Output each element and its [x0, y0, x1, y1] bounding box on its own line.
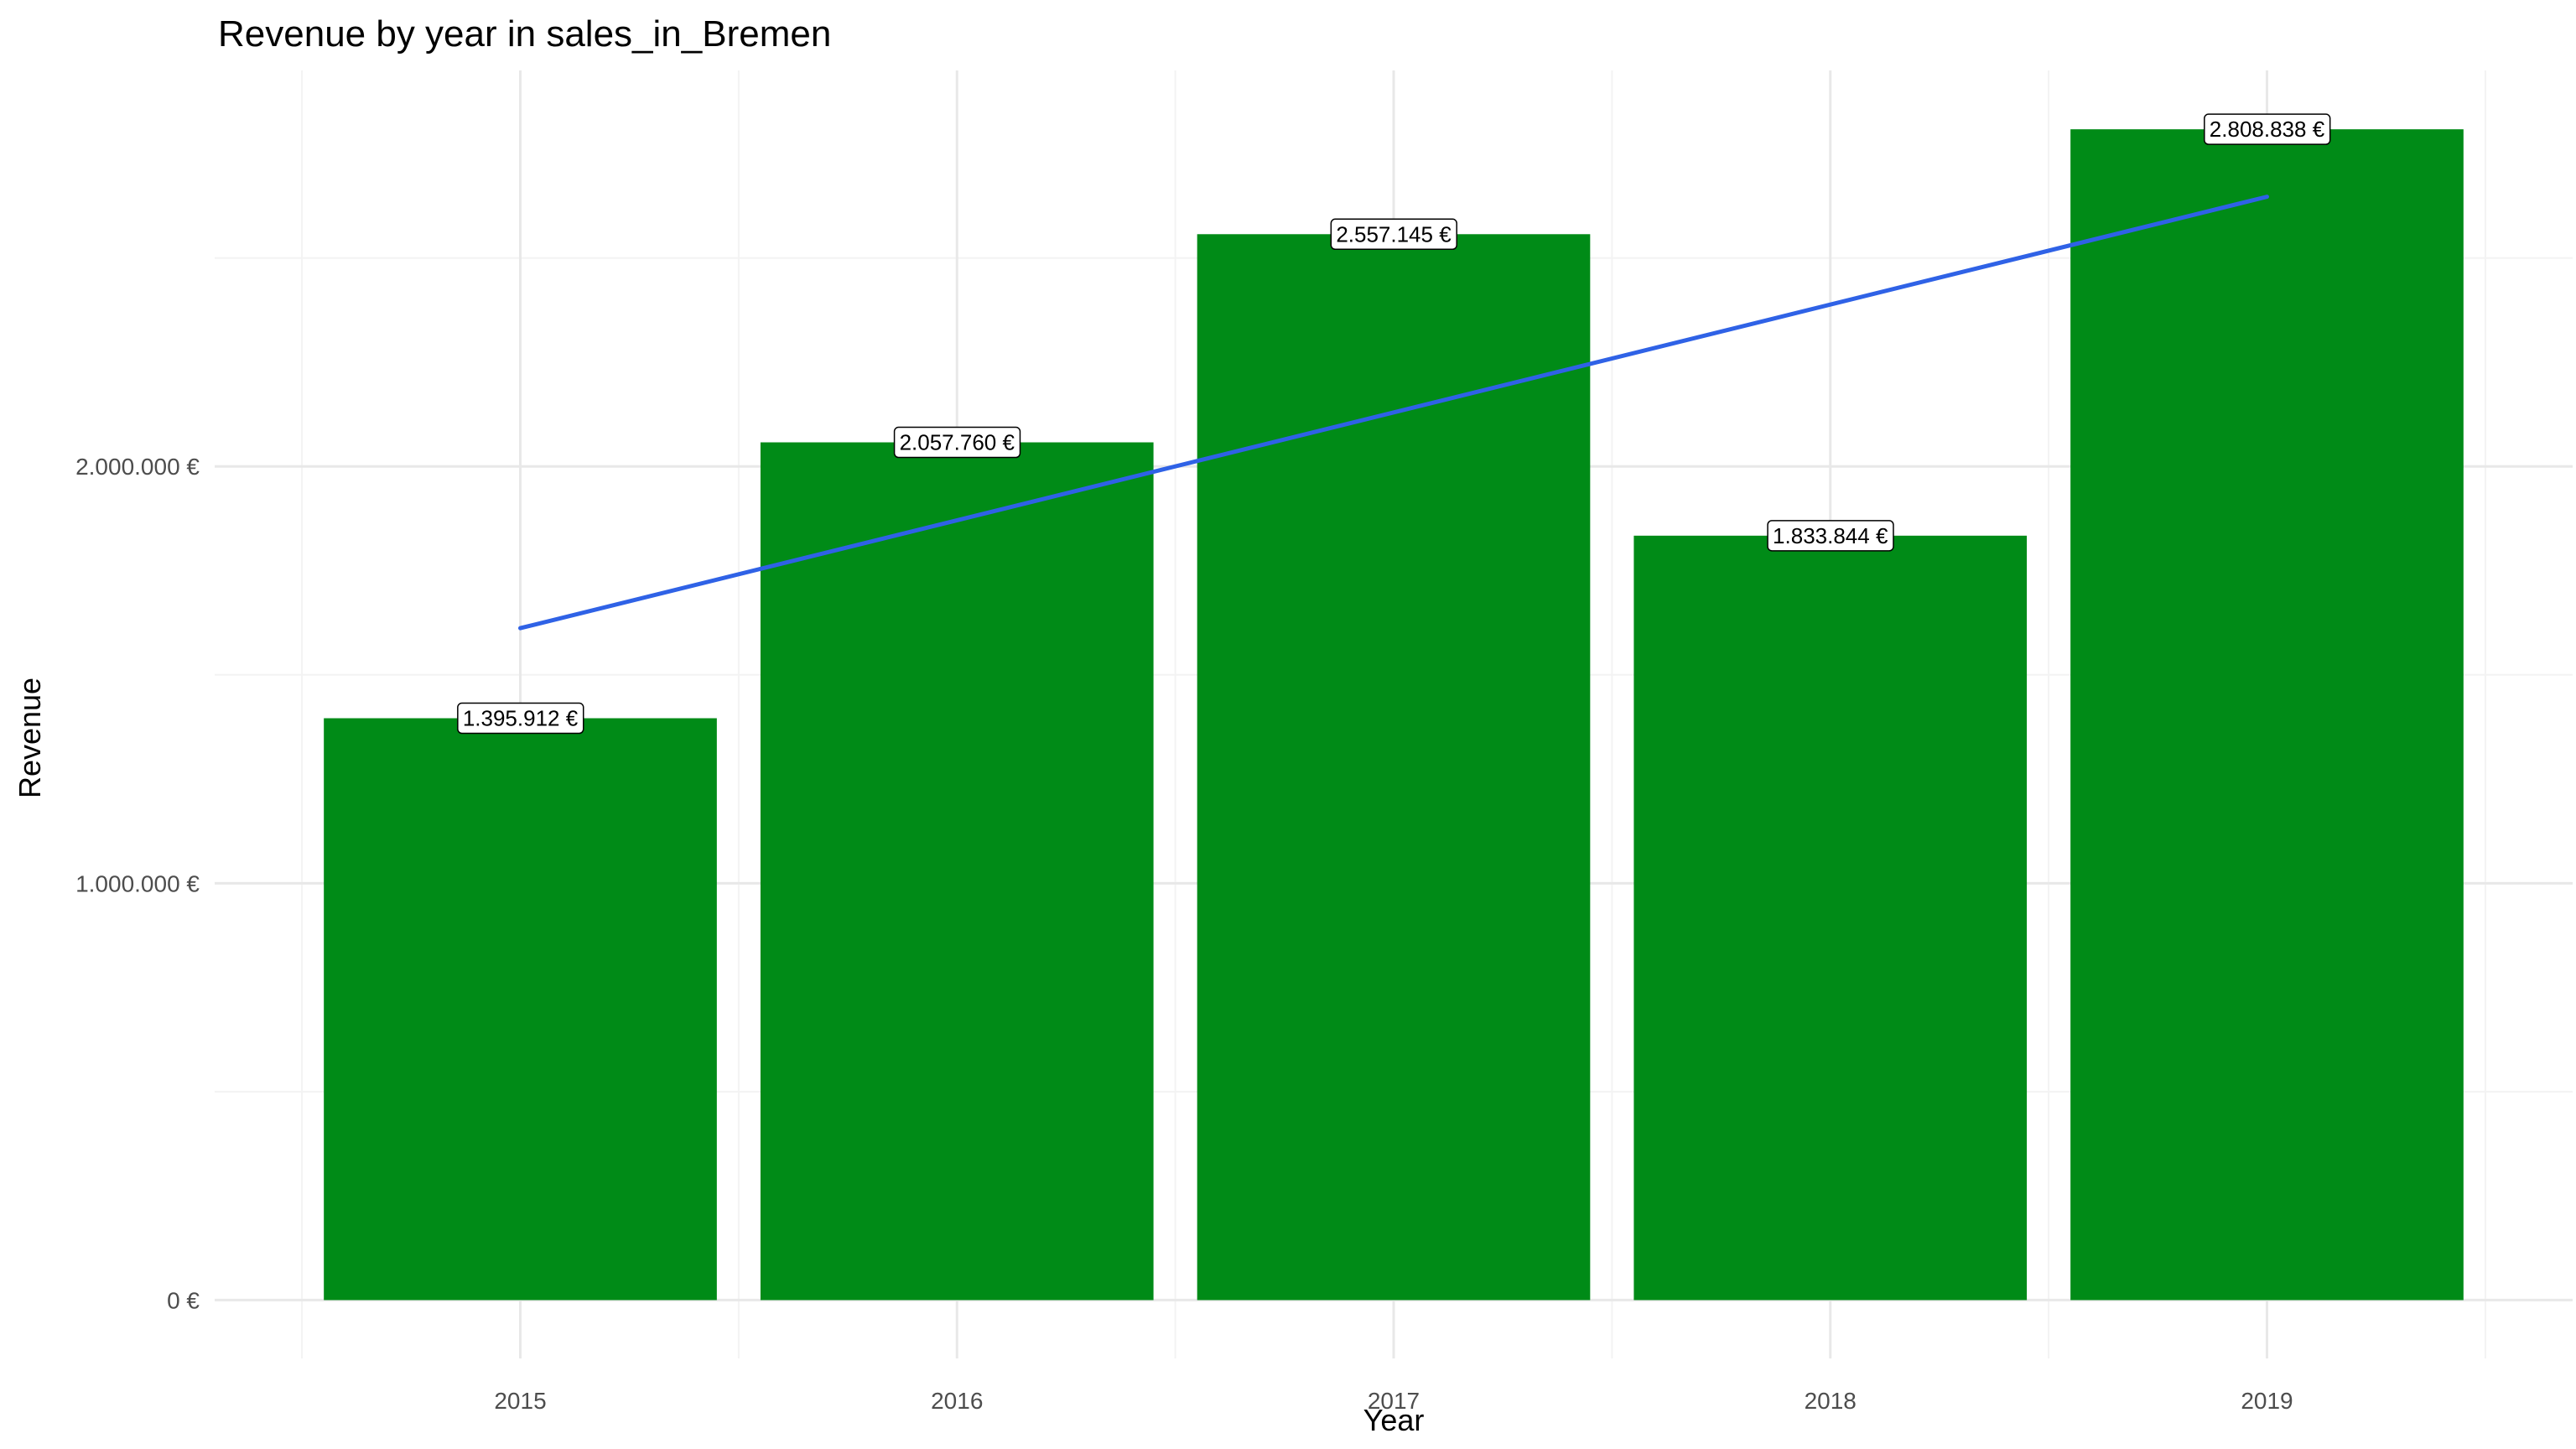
y-tick-label: 1.000.000 €	[75, 870, 200, 896]
x-tick-label: 2018	[1805, 1388, 1857, 1414]
value-label-box	[2204, 113, 2331, 145]
bar-2015	[324, 718, 717, 1301]
value-label-box	[893, 426, 1021, 459]
value-label-2016: 2.057.760 €	[893, 426, 1021, 459]
x-axis-title: Year	[1363, 1403, 1425, 1437]
value-label-text: 2.057.760 €	[900, 430, 1015, 455]
bar-2018	[1633, 535, 2028, 1301]
y-tick-label: 2.000.000 €	[75, 454, 200, 480]
x-tick-label: 2017	[1368, 1388, 1420, 1414]
value-label-2015: 1.395.912 €	[457, 702, 584, 735]
bar-2017	[1197, 234, 1591, 1301]
y-axis-title: Revenue	[13, 678, 47, 798]
value-label-box	[1330, 218, 1457, 251]
y-tick-label: 0 €	[167, 1287, 200, 1313]
value-label-2019: 2.808.838 €	[2204, 113, 2331, 145]
x-tick-label: 2019	[2241, 1388, 2293, 1414]
value-label-box	[457, 702, 584, 735]
value-label-text: 1.833.844 €	[1773, 523, 1888, 548]
trend-line-group	[518, 195, 2269, 631]
x-tick-label: 2015	[494, 1388, 546, 1414]
x-tick-label: 2016	[931, 1388, 983, 1414]
value-label-text: 1.395.912 €	[463, 706, 579, 731]
bar-2016	[760, 442, 1154, 1301]
axis-ticks: 0 € 1.000.000 € 2.000.000 € 2015 2016 2017 201…	[75, 454, 2293, 1414]
value-label-2017: 2.557.145 €	[1330, 218, 1457, 251]
bar-2019	[2070, 129, 2464, 1301]
value-label-text: 2.557.145 €	[1336, 221, 1452, 247]
data-labels: 1.395.912 € 2.057.760 € 2.557.145 € 1.833.8…	[457, 113, 2331, 735]
bars	[324, 129, 2464, 1301]
trend-line	[518, 195, 2269, 631]
value-label-box	[1767, 520, 1894, 552]
value-label-text: 2.808.838 €	[2210, 117, 2325, 142]
value-label-2018: 1.833.844 €	[1767, 520, 1894, 552]
chart-title: Revenue by year in sales_in_Bremen	[218, 13, 831, 55]
